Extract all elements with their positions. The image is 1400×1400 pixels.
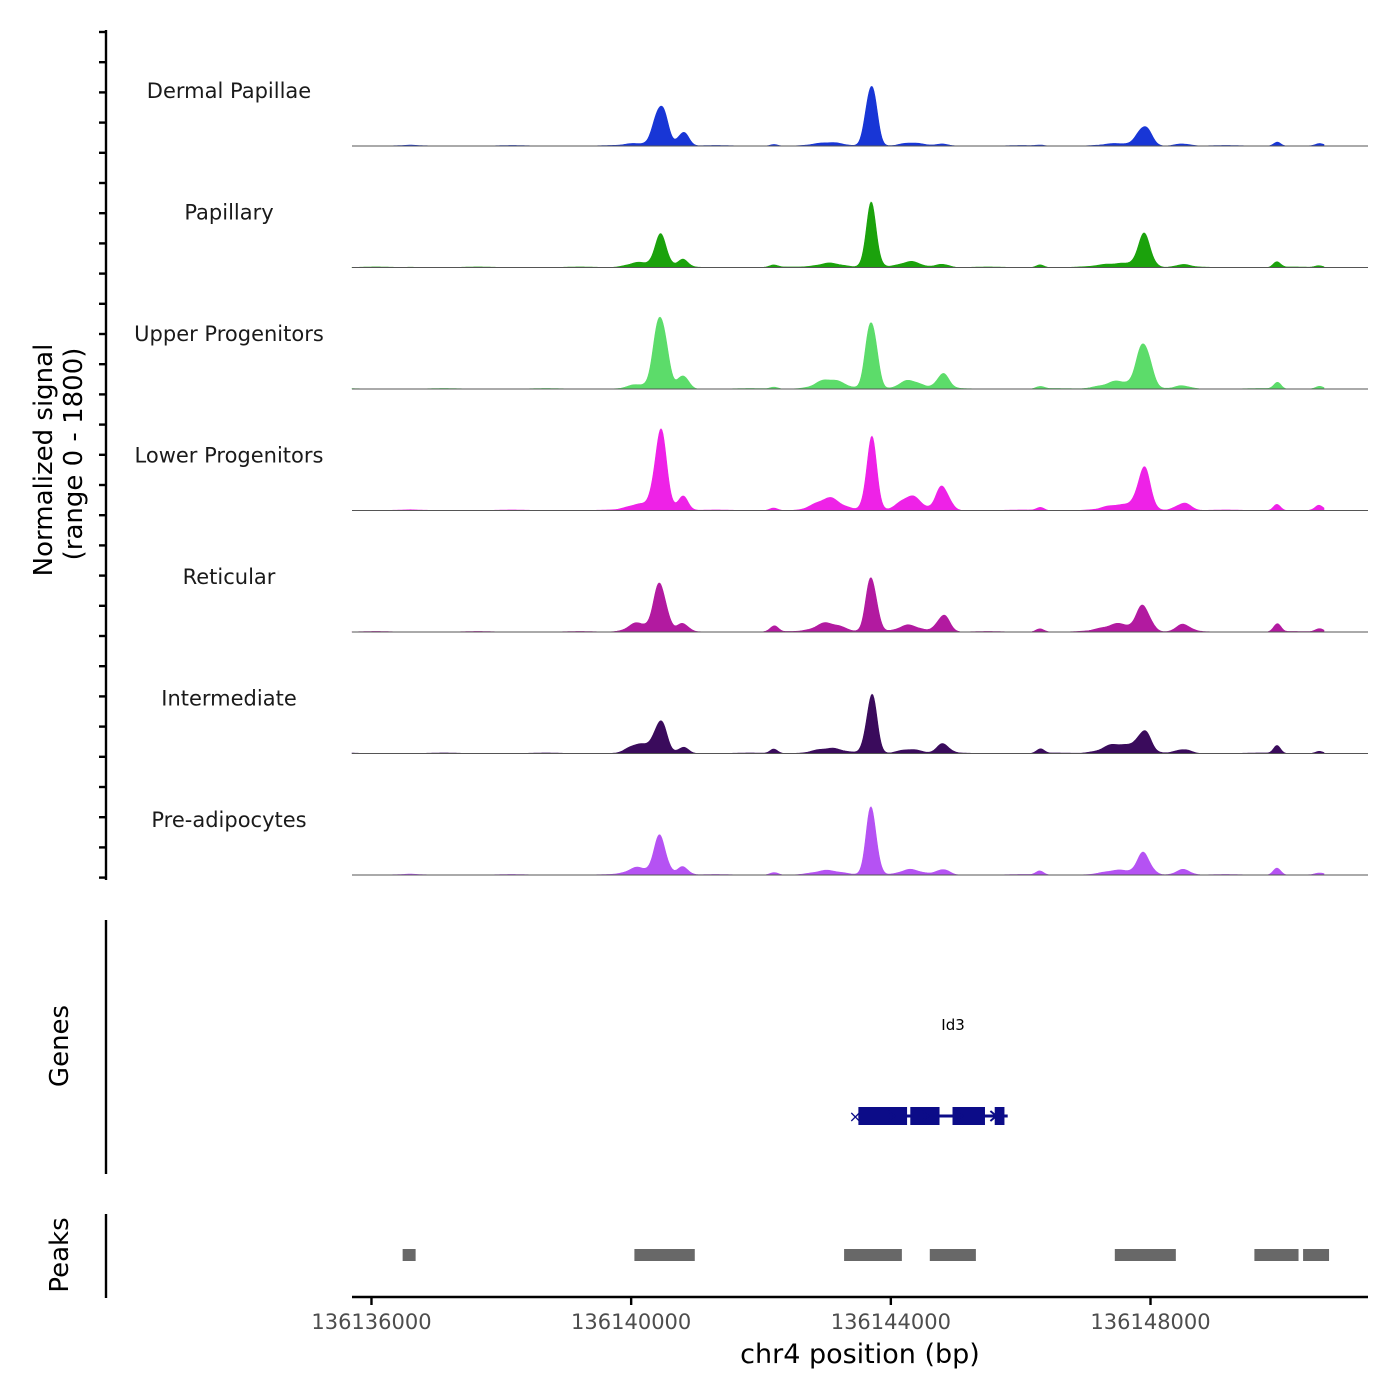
peak-region — [1114, 1249, 1176, 1261]
peaks-track-title: Peaks — [45, 1217, 75, 1292]
track-label: Upper Progenitors — [134, 322, 324, 346]
track-upper-progenitors: Upper Progenitors — [134, 316, 1368, 390]
track-reticular: Reticular — [183, 565, 1368, 633]
track-dermal-papillae: Dermal Papillae — [147, 79, 1368, 147]
x-tick-label: 136144000 — [831, 1310, 951, 1334]
track-label: Reticular — [183, 565, 276, 589]
x-tick-label: 136148000 — [1090, 1310, 1210, 1334]
genes-track-title: Genes — [45, 1005, 75, 1087]
strand-arrow-icon — [955, 1110, 964, 1122]
peak-region — [634, 1249, 695, 1261]
signal-area — [352, 86, 1325, 147]
gene-exon — [858, 1107, 908, 1125]
x-tick-label: 136140000 — [571, 1310, 691, 1334]
signal-area — [352, 428, 1325, 511]
strand-arrow-icon — [887, 1110, 896, 1122]
track-label: Papillary — [184, 201, 273, 225]
strand-arrow-icon — [921, 1110, 930, 1122]
track-label: Lower Progenitors — [135, 444, 324, 468]
peak-region — [1303, 1249, 1330, 1261]
signal-area — [351, 316, 1325, 390]
coverage-tracks: Dermal Papillae Papillary Upper Progenitor… — [134, 79, 1368, 876]
x-tick-label: 136136000 — [311, 1310, 431, 1334]
gene-exon — [952, 1107, 985, 1125]
gene-label: Id3 — [941, 1016, 965, 1034]
signal-area — [351, 201, 1325, 268]
peak-region — [1254, 1249, 1299, 1261]
y-axis-title-line1: Normalized signal — [29, 344, 59, 577]
gene-track: Id3 × — [849, 1016, 1008, 1126]
coverage-y-ticks — [99, 30, 106, 879]
peaks-track — [402, 1249, 1330, 1261]
peak-region — [844, 1249, 902, 1261]
peak-region — [402, 1249, 416, 1261]
signal-area — [351, 577, 1325, 633]
track-label: Dermal Papillae — [147, 79, 311, 103]
track-intermediate: Intermediate — [161, 687, 1368, 754]
y-axis-title-line2: (range 0 - 1800) — [59, 348, 89, 561]
track-label: Intermediate — [161, 687, 297, 711]
strand-marker-icon: × — [849, 1107, 862, 1126]
signal-area — [351, 693, 1325, 754]
gene-exon — [910, 1107, 940, 1125]
track-lower-progenitors: Lower Progenitors — [135, 428, 1368, 511]
gene-exon — [994, 1107, 1005, 1125]
strand-arrow-icon — [989, 1110, 998, 1122]
track-label: Pre-adipocytes — [151, 808, 306, 832]
x-axis-title: chr4 position (bp) — [740, 1339, 980, 1370]
track-pre-adipocytes: Pre-adipocytes — [151, 806, 1368, 876]
track-papillary: Papillary — [184, 201, 1368, 268]
peak-region — [929, 1249, 976, 1261]
x-axis-ticks: 136136000 136140000 136144000 136148000 — [311, 1297, 1211, 1334]
signal-area — [352, 806, 1325, 876]
